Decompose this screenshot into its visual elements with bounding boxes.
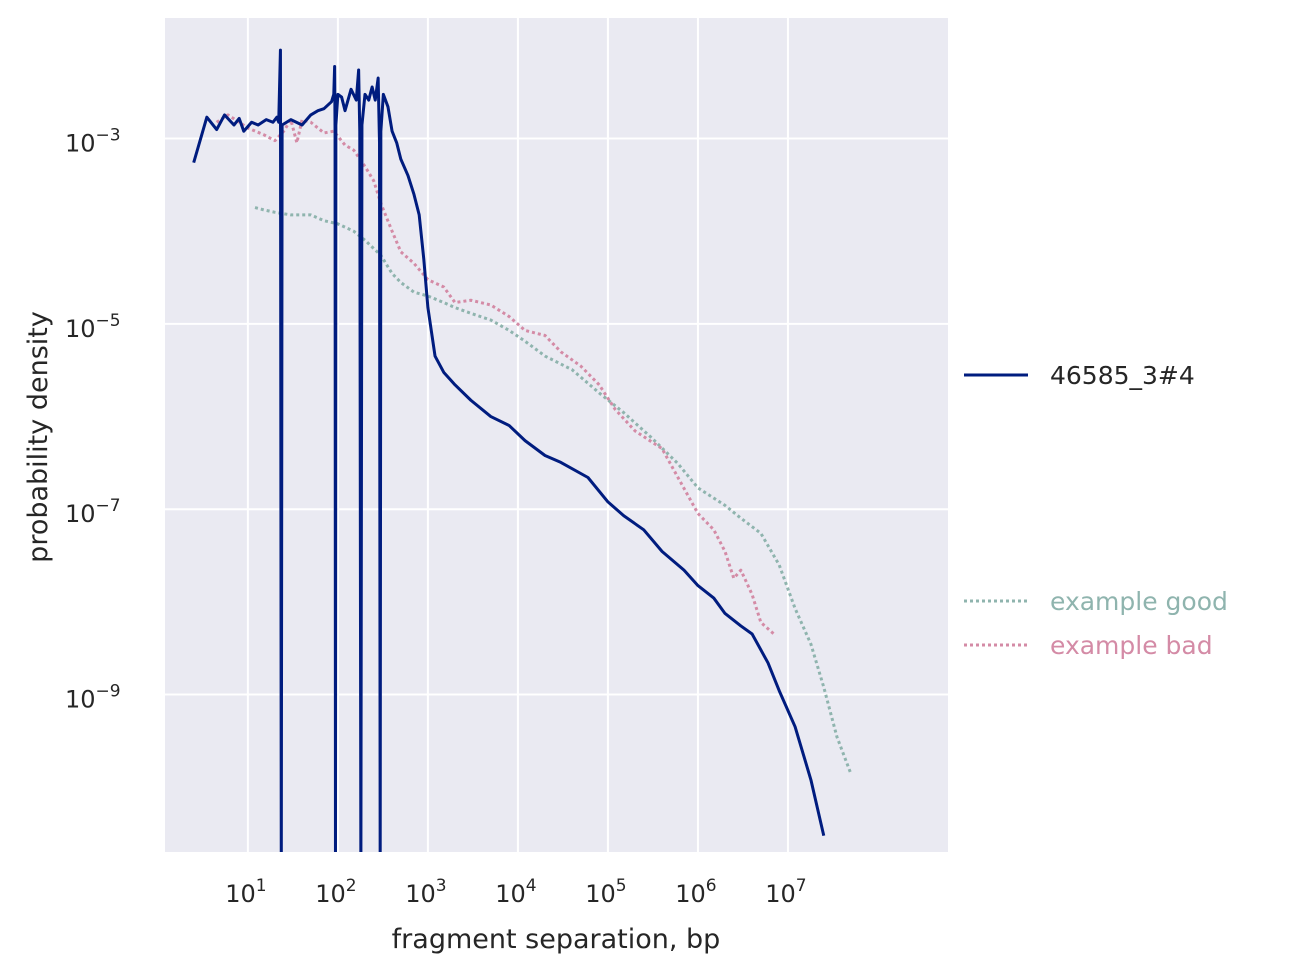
y-tick-label-3: 10−9 [65,682,121,714]
series-line-example-bad [215,113,775,636]
plot-background [165,18,948,852]
x-tick-label-0: 101 [225,876,266,908]
legend-label-example-good: example good [1050,587,1228,616]
series-line-46585-3-4 [192,48,826,852]
x-tick-label-5: 106 [675,876,716,908]
x-tick-label-6: 107 [765,876,806,908]
series-layer [192,48,853,852]
legend-main: 46585_3#4 [964,361,1195,390]
y-tick-label-1: 10−5 [65,311,121,343]
x-tick-label-1: 102 [315,876,356,908]
y-tick-labels: 10−3 10−5 10−7 10−9 [65,126,121,714]
y-tick-label-2: 10−7 [65,496,121,528]
x-tick-labels: 101 102 103 104 105 106 107 [225,876,806,908]
y-tick-label-0: 10−3 [65,126,121,158]
legend-label-example-bad: example bad [1050,631,1213,660]
y-axis-label: probability density [23,311,54,563]
legend-examples: example good example bad [964,587,1228,660]
x-tick-label-2: 103 [405,876,446,908]
grid-lines [165,18,948,852]
legend-label-46585: 46585_3#4 [1050,361,1195,390]
x-tick-label-4: 105 [585,876,626,908]
x-tick-label-3: 104 [495,876,536,908]
x-axis-label: fragment separation, bp [392,924,721,955]
